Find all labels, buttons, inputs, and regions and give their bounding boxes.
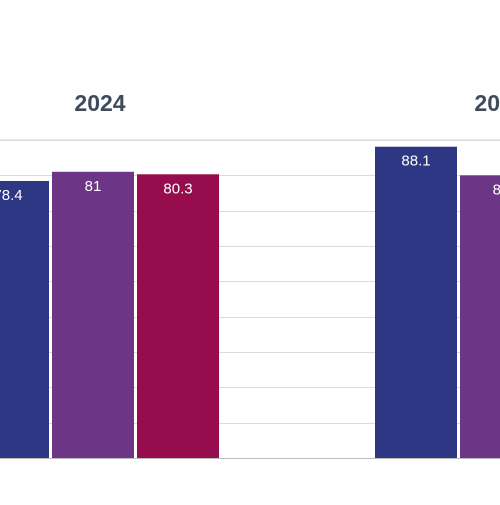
- bar-group-2024: 2024 78.4 81 80.3: [0, 90, 219, 459]
- bar: [137, 174, 219, 459]
- bar: [0, 180, 49, 458]
- bar-value-label: 80: [493, 181, 500, 198]
- bar-value-label: 88.1: [401, 153, 430, 170]
- bar-value-label: 80.3: [163, 180, 192, 197]
- group-label: 2024: [74, 90, 125, 116]
- bar-value-label: 81: [85, 178, 102, 195]
- group-label: 2025: [474, 90, 500, 116]
- bar-value-label: 78.4: [0, 187, 23, 204]
- bar-group-2025: 2025 88.1 80: [375, 90, 500, 459]
- bar: [52, 171, 134, 459]
- bar: [460, 175, 500, 459]
- bar: [375, 146, 457, 459]
